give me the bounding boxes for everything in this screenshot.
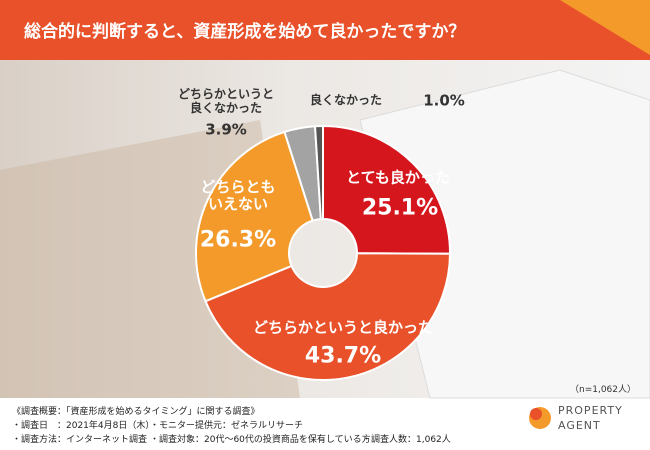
slice-label: どちらかというと 良くなかった	[177, 87, 275, 115]
donut-slice	[204, 252, 452, 381]
survey-item: ・調査方法：インターネット調査	[12, 435, 148, 445]
slice-label: どちらとも いえない	[200, 177, 276, 213]
survey-item: ・調査対象：20代〜60代の投資商品を保有している方	[150, 435, 371, 445]
value-label: 1.0%	[423, 91, 465, 110]
title-accent	[560, 0, 650, 55]
chart-title: 総合的に判断すると、資産形成を始めて良かったですか？	[24, 21, 465, 42]
slice-label: 良くなかった	[309, 93, 383, 108]
value-label: 43.7%	[304, 343, 382, 369]
donut-slice	[195, 130, 314, 303]
survey-heading: 《調査概要：「資産形成を始めるタイミング」に関する調査》	[12, 407, 260, 417]
value-label: 26.3%	[199, 227, 277, 253]
donut-slice	[313, 124, 324, 221]
survey-item: ・調査日 ：2021年4月8日（木）	[12, 421, 155, 431]
sample-note: （n=1,062人）	[569, 385, 636, 395]
survey-item: ・調査人数：1,062人	[362, 435, 451, 445]
survey-item: ・モニター提供元：ゼネラルリサーチ	[150, 421, 304, 431]
title-bar	[0, 0, 650, 60]
value-label: 3.9%	[205, 120, 247, 139]
logo-text: AGENT	[558, 419, 601, 432]
value-label: 25.1%	[361, 195, 439, 221]
logo-text: PROPERTY	[558, 404, 623, 417]
donut-slice	[322, 124, 451, 255]
slice-label: とても良かった	[346, 168, 450, 187]
slice-label: どちらかというと良かった	[252, 318, 434, 337]
